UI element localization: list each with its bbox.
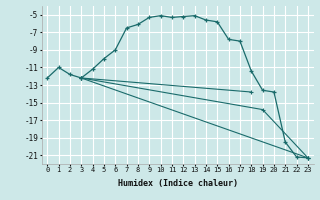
X-axis label: Humidex (Indice chaleur): Humidex (Indice chaleur) (118, 179, 237, 188)
